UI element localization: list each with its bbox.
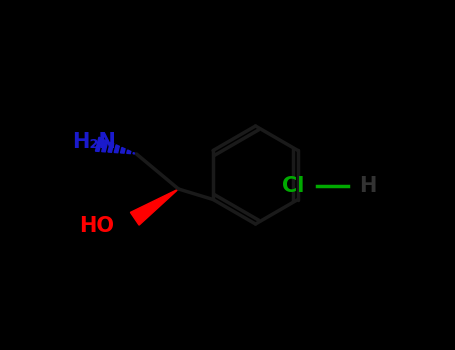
Polygon shape bbox=[96, 137, 102, 152]
Text: H: H bbox=[359, 175, 376, 196]
Polygon shape bbox=[127, 150, 131, 154]
Polygon shape bbox=[108, 142, 114, 152]
Polygon shape bbox=[121, 147, 125, 153]
Text: HO: HO bbox=[79, 216, 114, 236]
Polygon shape bbox=[102, 140, 108, 152]
Text: H₂N: H₂N bbox=[72, 132, 116, 152]
Text: Cl: Cl bbox=[282, 175, 304, 196]
Polygon shape bbox=[114, 145, 119, 153]
Polygon shape bbox=[131, 189, 178, 225]
Polygon shape bbox=[133, 153, 136, 154]
